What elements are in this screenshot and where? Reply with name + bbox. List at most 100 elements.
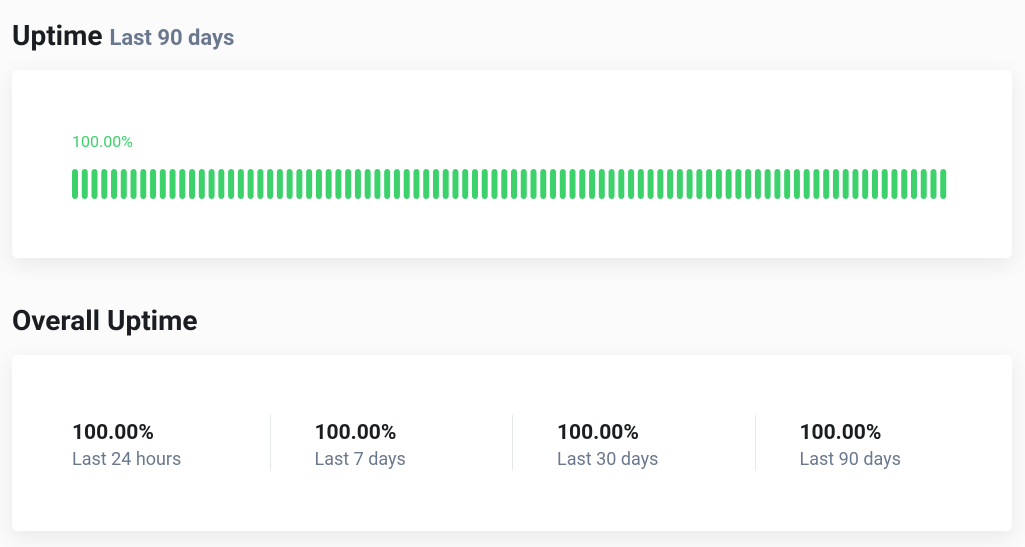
uptime-card: 100.00% [12, 70, 1012, 258]
day-bar[interactable] [589, 169, 596, 199]
day-bar[interactable] [725, 169, 732, 199]
day-bar[interactable] [101, 169, 108, 199]
day-bar[interactable] [442, 169, 449, 199]
stat-value: 100.00% [314, 421, 397, 445]
day-bar[interactable] [842, 169, 849, 199]
day-bar[interactable] [754, 169, 761, 199]
day-bar[interactable] [130, 169, 137, 199]
day-bar[interactable] [423, 169, 430, 199]
day-bar[interactable] [81, 169, 88, 199]
day-bar[interactable] [618, 169, 625, 199]
day-bar[interactable] [159, 169, 166, 199]
day-bar[interactable] [393, 169, 400, 199]
day-bar[interactable] [901, 169, 908, 199]
day-bar[interactable] [247, 169, 254, 199]
day-bar[interactable] [803, 169, 810, 199]
day-bar[interactable] [345, 169, 352, 199]
day-bar[interactable] [150, 169, 157, 199]
day-bar[interactable] [511, 169, 517, 199]
day-bar[interactable] [862, 169, 869, 199]
day-bar[interactable] [784, 169, 791, 199]
overall-title: Overall Uptime [12, 304, 198, 337]
stat-label: Last 7 days [314, 449, 406, 470]
day-bar[interactable] [530, 169, 537, 199]
day-bar[interactable] [735, 169, 742, 199]
day-bar[interactable] [852, 169, 859, 199]
day-bar[interactable] [228, 169, 235, 199]
day-bar[interactable] [891, 169, 898, 199]
day-bar[interactable] [745, 169, 752, 199]
day-bar[interactable] [540, 169, 547, 199]
day-bar[interactable] [481, 169, 488, 199]
day-bar[interactable] [920, 169, 927, 199]
day-bar[interactable] [764, 169, 771, 199]
day-bar[interactable] [608, 169, 615, 199]
day-bar[interactable] [432, 169, 439, 199]
day-bar[interactable] [667, 169, 674, 199]
day-bar[interactable] [832, 169, 839, 199]
day-bar[interactable] [520, 169, 527, 199]
day-bar[interactable] [179, 169, 186, 199]
day-bar[interactable] [111, 169, 118, 199]
day-bar[interactable] [208, 169, 215, 199]
day-bar[interactable] [354, 169, 361, 199]
day-bar[interactable] [471, 169, 478, 199]
day-bar[interactable] [384, 169, 391, 199]
day-bar[interactable] [237, 169, 244, 199]
day-bar[interactable] [198, 169, 205, 199]
day-bar[interactable] [657, 169, 664, 199]
stat-label: Last 24 hours [72, 449, 182, 470]
day-bar[interactable] [930, 169, 937, 199]
day-bar[interactable] [315, 169, 322, 199]
day-bar[interactable] [598, 169, 605, 199]
day-bar[interactable] [403, 169, 410, 199]
day-bar[interactable] [169, 169, 176, 199]
subtitle: Last 90 days [109, 26, 235, 51]
day-bar[interactable] [774, 169, 781, 199]
day-bar[interactable] [218, 169, 225, 199]
day-bar[interactable] [140, 169, 147, 199]
day-bar[interactable] [813, 169, 820, 199]
stat: 100.00% Last 30 days [497, 421, 739, 477]
day-bar[interactable] [72, 169, 78, 199]
day-bar[interactable] [257, 169, 264, 199]
day-bar[interactable] [306, 169, 313, 199]
day-bar[interactable] [676, 169, 683, 199]
day-bar[interactable] [296, 169, 303, 199]
day-bar[interactable] [189, 169, 196, 199]
day-bar[interactable] [501, 169, 508, 199]
current-uptime: 100.00% [72, 132, 133, 151]
day-bar[interactable] [550, 169, 557, 199]
day-bar[interactable] [637, 169, 644, 199]
day-bar[interactable] [452, 169, 459, 199]
day-bar[interactable] [276, 169, 283, 199]
day-bar[interactable] [569, 169, 576, 199]
title: Uptime [12, 19, 103, 52]
day-bar[interactable] [686, 169, 693, 199]
day-bar[interactable] [286, 169, 293, 199]
day-bar[interactable] [647, 169, 654, 199]
day-bar[interactable] [696, 169, 703, 199]
day-bar[interactable] [823, 169, 830, 199]
day-bar[interactable] [871, 169, 878, 199]
day-bar[interactable] [413, 169, 420, 199]
day-bar[interactable] [881, 169, 888, 199]
day-bar[interactable] [374, 169, 381, 199]
day-bar[interactable] [579, 169, 586, 199]
day-bar[interactable] [364, 169, 371, 199]
day-bar[interactable] [706, 169, 713, 199]
day-bar[interactable] [910, 169, 917, 199]
day-bar[interactable] [793, 169, 800, 199]
day-bar[interactable] [325, 169, 332, 199]
day-bar[interactable] [491, 169, 498, 199]
day-bar[interactable] [715, 169, 722, 199]
day-bar[interactable] [91, 169, 98, 199]
day-bar[interactable] [120, 169, 127, 199]
day-bar[interactable] [940, 169, 947, 199]
day-bar[interactable] [267, 169, 274, 199]
day-bar[interactable] [462, 169, 469, 199]
day-bar[interactable] [335, 169, 342, 199]
day-bar[interactable] [559, 169, 566, 199]
day-bar[interactable] [628, 169, 635, 199]
